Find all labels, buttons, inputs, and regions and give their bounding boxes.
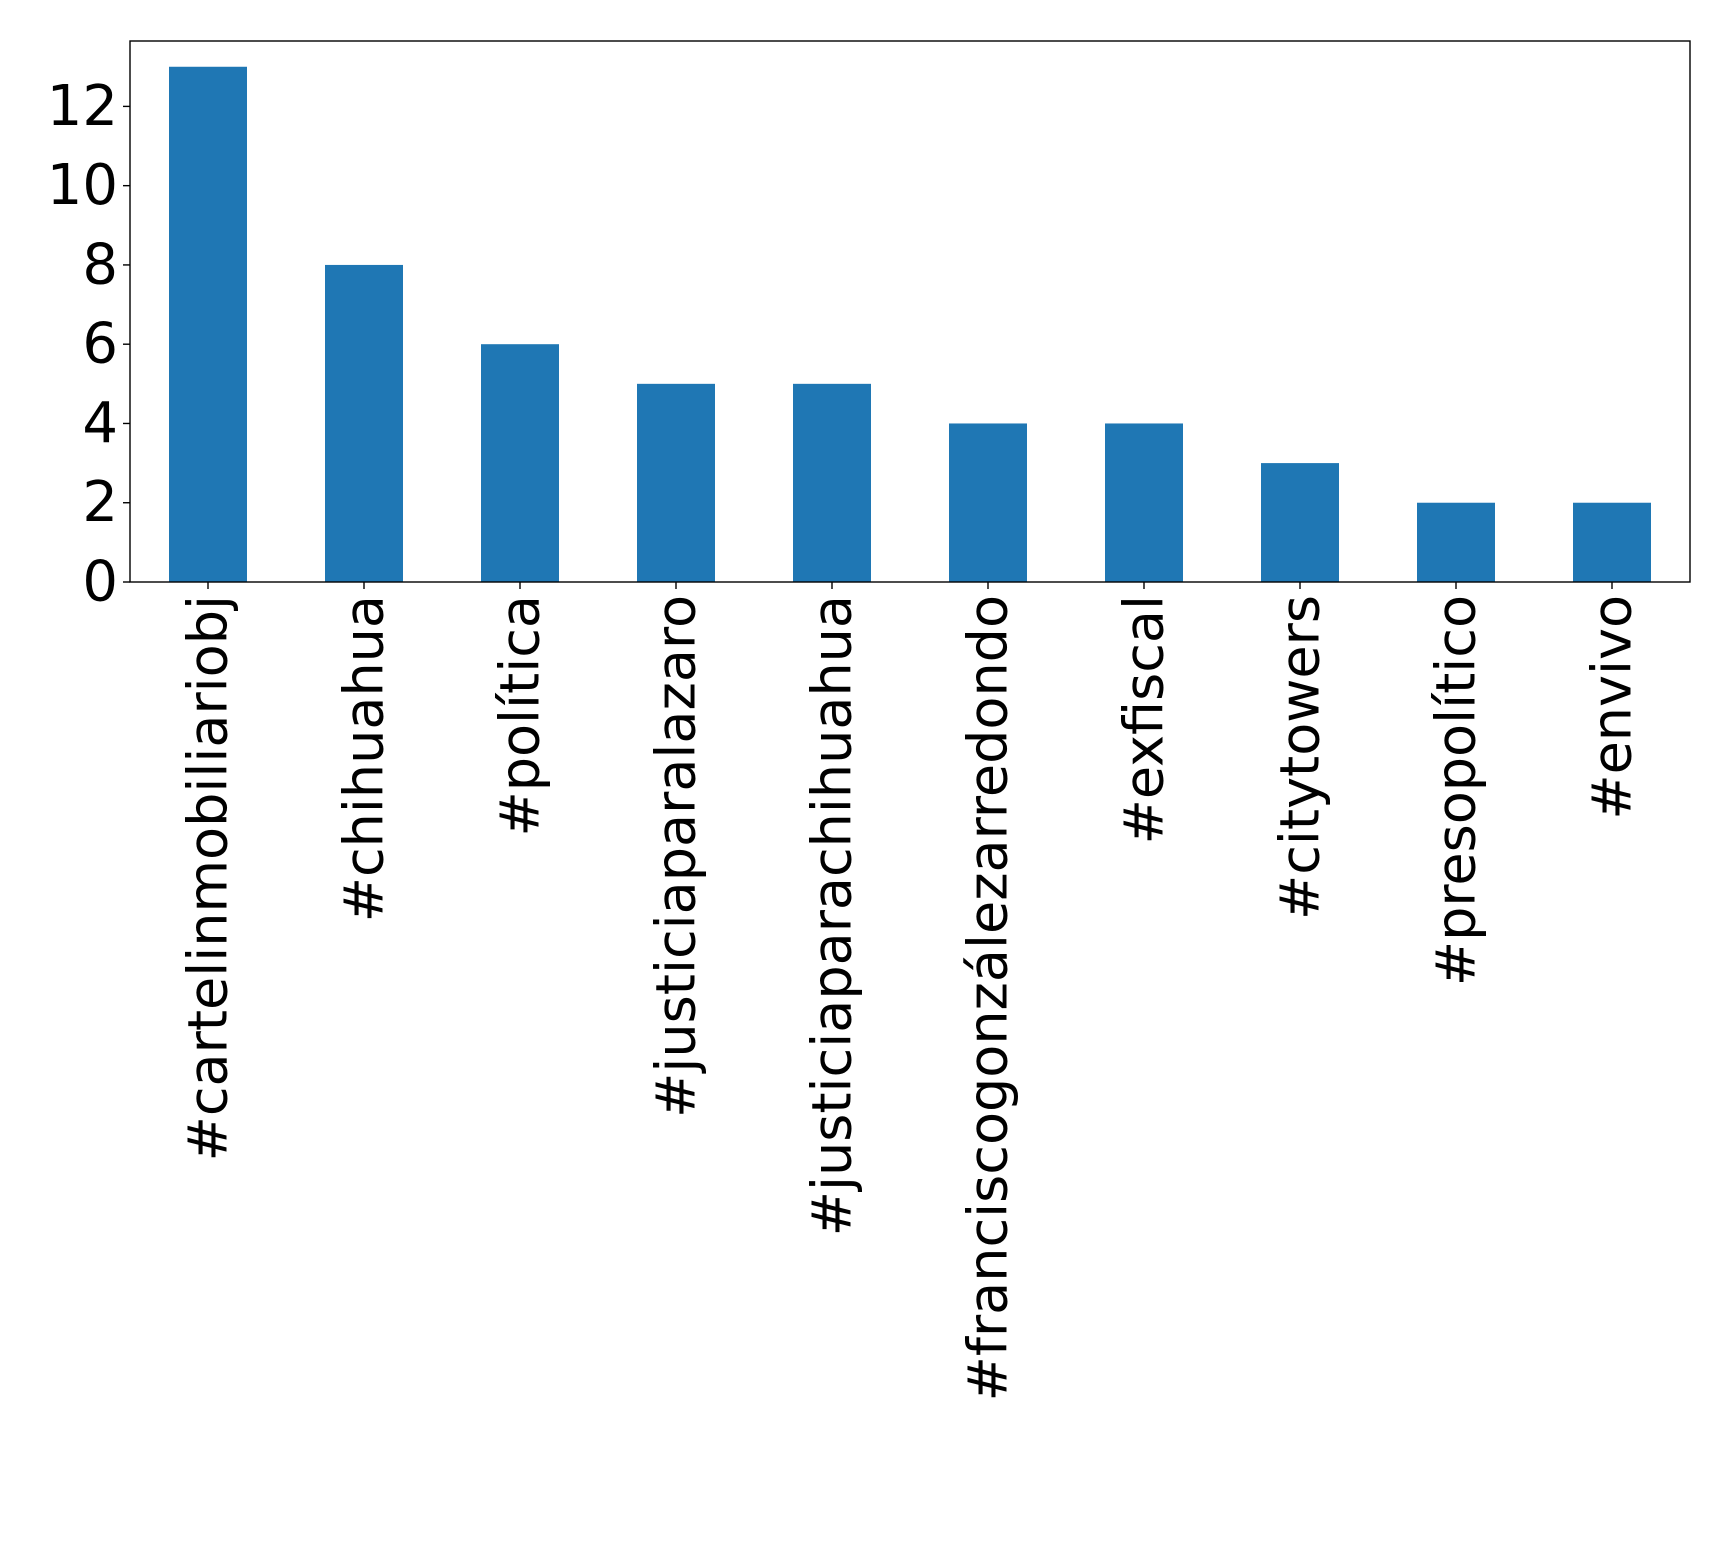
bar-9 xyxy=(1573,502,1651,582)
x-axis: #cartelinmobiliariobj #chihuahua #política… xyxy=(177,582,1644,1401)
y-axis: 0 2 4 6 8 10 12 xyxy=(47,74,130,615)
x-tick-label: #envivo xyxy=(1581,595,1644,820)
bar-6 xyxy=(1105,423,1183,582)
plot-frame xyxy=(129,40,1691,583)
bar-8 xyxy=(1417,502,1495,582)
y-tick-label: 4 xyxy=(82,391,118,456)
y-tick-label: 6 xyxy=(82,312,118,377)
y-tick-label: 10 xyxy=(47,153,118,218)
x-tick-label: #cartelinmobiliariobj xyxy=(177,595,240,1161)
bar-4 xyxy=(793,383,871,582)
x-tick-label: #citytowers xyxy=(1269,595,1332,920)
x-tick-label: #política xyxy=(489,595,552,837)
x-tick-label: #presopolítico xyxy=(1425,595,1488,986)
y-tick-label: 0 xyxy=(82,550,118,615)
bar-7 xyxy=(1261,463,1339,582)
bars-group xyxy=(169,66,1651,582)
x-tick-label: #exfiscal xyxy=(1113,595,1176,844)
bar-2 xyxy=(481,344,559,582)
bar-0 xyxy=(169,66,247,582)
x-tick-label: #chihuahua xyxy=(333,595,396,922)
bar-1 xyxy=(325,264,403,582)
y-tick-label: 8 xyxy=(82,232,118,297)
x-tick-label: #franciscogonzálezarredondo xyxy=(957,595,1020,1401)
x-tick-label: #justiciaparachihuahua xyxy=(801,595,864,1236)
y-tick-label: 12 xyxy=(47,74,118,139)
y-tick-label: 2 xyxy=(82,470,118,535)
bar-5 xyxy=(949,423,1027,582)
x-tick-label: #justiciaparalazaro xyxy=(645,595,708,1118)
bar-3 xyxy=(637,383,715,582)
